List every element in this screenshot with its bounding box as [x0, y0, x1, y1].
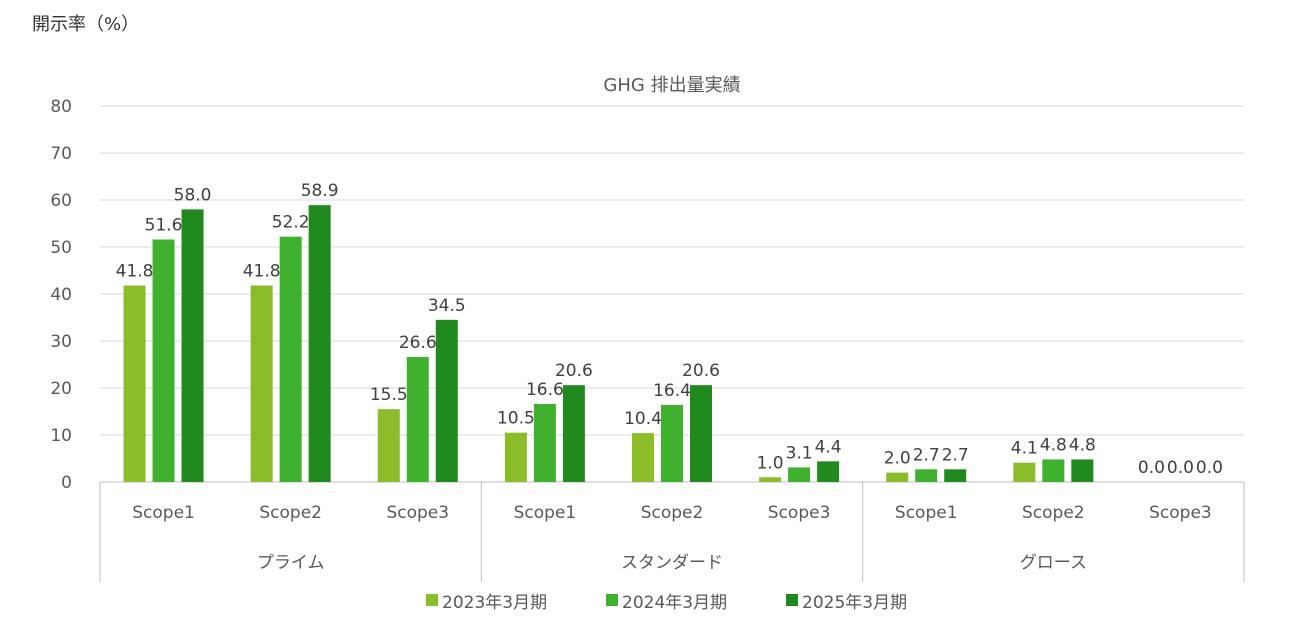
y-tick-label: 20: [50, 379, 72, 399]
data-label: 20.6: [555, 361, 593, 381]
legend-label: 2025年3月期: [802, 593, 907, 613]
bar: [279, 236, 302, 482]
data-label: 34.5: [428, 296, 466, 316]
legend-label: 2024年3月期: [622, 593, 727, 613]
data-label: 4.1: [1011, 439, 1038, 459]
y-tick-label: 60: [50, 191, 72, 211]
bar: [308, 205, 331, 483]
y-tick-label: 10: [50, 426, 72, 446]
x-category-label: Scope2: [259, 503, 322, 523]
x-category-label: Scope1: [895, 503, 958, 523]
data-label: 2.0: [884, 449, 911, 469]
y-tick-label: 30: [50, 332, 72, 352]
data-label: 52.2: [272, 213, 310, 233]
data-label: 1.0: [757, 453, 784, 473]
data-label: 16.6: [526, 380, 564, 400]
bar: [915, 469, 938, 482]
data-label: 41.8: [243, 262, 281, 282]
x-category-label: Scope3: [768, 503, 831, 523]
bar: [406, 356, 429, 482]
bar: [817, 461, 840, 482]
bar: [1013, 462, 1036, 482]
bar: [661, 404, 683, 482]
bar: [1042, 459, 1065, 482]
y-tick-label: 40: [50, 285, 72, 305]
data-label: 41.8: [116, 262, 154, 282]
bar: [1071, 459, 1094, 482]
legend-swatch: [786, 594, 798, 606]
bar: [123, 285, 146, 482]
data-label: 2.7: [942, 445, 969, 465]
y-tick-label: 80: [50, 97, 72, 117]
bar: [632, 433, 654, 482]
x-group-label: スタンダード: [621, 553, 723, 573]
y-tick-label: 0: [61, 473, 72, 493]
x-group-label: グロース: [1020, 553, 1087, 573]
data-label: 0.0: [1167, 458, 1194, 478]
y-axis-unit-label: 開示率（%）: [32, 14, 140, 35]
data-label: 0.0: [1138, 458, 1165, 478]
data-label: 51.6: [145, 215, 183, 235]
x-category-label: Scope1: [514, 503, 577, 523]
bar: [377, 409, 400, 482]
x-category-label: Scope2: [1022, 503, 1085, 523]
bar: [788, 467, 811, 482]
bar: [181, 209, 204, 482]
data-label: 4.4: [815, 437, 842, 457]
data-label: 0.0: [1196, 458, 1223, 478]
data-label: 58.0: [174, 185, 212, 205]
x-category-label: Scope3: [386, 503, 449, 523]
x-category-label: Scope1: [132, 503, 195, 523]
bar: [944, 469, 967, 482]
data-label: 16.4: [653, 381, 691, 401]
data-label: 58.9: [301, 181, 339, 201]
legend-swatch: [606, 594, 618, 606]
data-label: 3.1: [786, 443, 813, 463]
bar: [562, 385, 585, 482]
bar: [690, 385, 712, 482]
legend-swatch: [426, 594, 438, 606]
data-label: 10.5: [497, 409, 535, 429]
data-label: 15.5: [370, 385, 408, 405]
bar: [152, 239, 175, 482]
bar: [533, 403, 556, 482]
legend-label: 2023年3月期: [442, 593, 547, 613]
data-label: 26.6: [399, 333, 437, 353]
data-label: 10.4: [624, 409, 662, 429]
bar: [504, 432, 527, 482]
x-category-label: Scope2: [641, 503, 704, 523]
x-group-label: プライム: [257, 553, 325, 573]
bar: [759, 477, 782, 482]
data-label: 2.7: [913, 445, 940, 465]
chart-title: GHG 排出量実績: [603, 75, 740, 96]
bar: [250, 285, 273, 482]
data-label: 4.8: [1069, 435, 1096, 455]
data-label: 4.8: [1040, 435, 1067, 455]
y-tick-label: 70: [50, 144, 72, 164]
bar: [886, 472, 909, 482]
data-label: 20.6: [682, 361, 720, 381]
x-category-label: Scope3: [1149, 503, 1212, 523]
y-tick-label: 50: [50, 238, 72, 258]
bar: [435, 319, 458, 482]
